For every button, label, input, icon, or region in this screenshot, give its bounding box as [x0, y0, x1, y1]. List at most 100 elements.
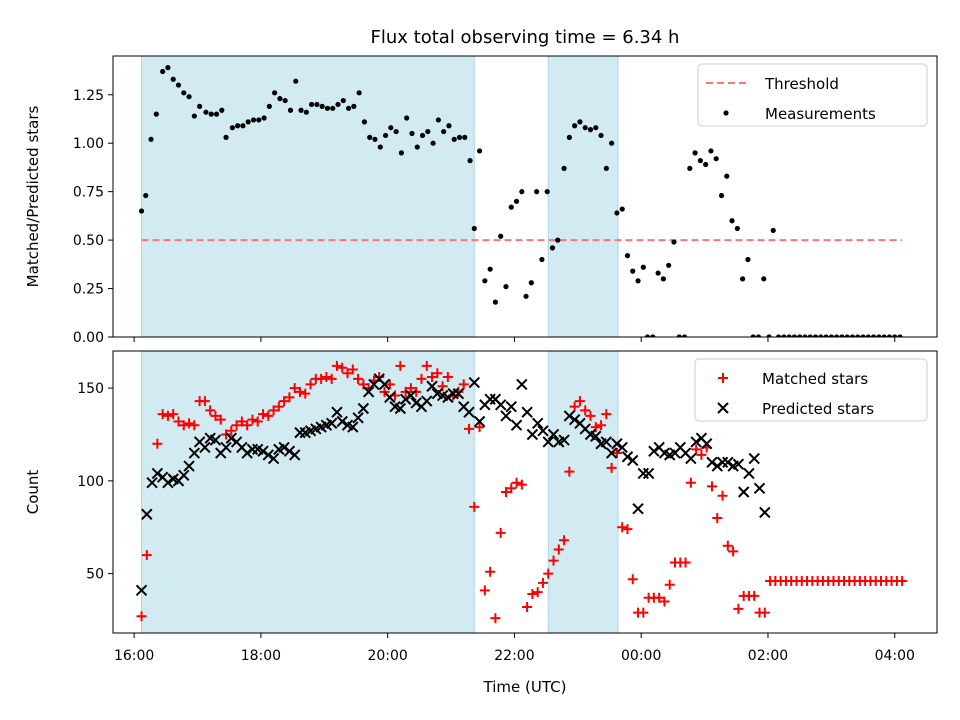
predicted-stars-point-27 — [278, 441, 290, 454]
matched-stars-point-99 — [664, 579, 675, 590]
measurements-point-1 — [143, 192, 149, 199]
measurements-point-136 — [855, 334, 861, 337]
predicted-stars-point-96 — [642, 467, 655, 480]
matched-stars-point-68 — [500, 487, 511, 497]
legend-measurements-symbol — [723, 110, 729, 116]
matched-stars-point-77 — [548, 555, 559, 566]
predicted-stars-point-5 — [162, 477, 174, 489]
matched-stars-point-26 — [279, 396, 290, 407]
matched-stars-point-45 — [379, 386, 390, 397]
bottom-ytick-label-1: 100 — [77, 474, 104, 490]
measurements-point-97 — [650, 334, 656, 337]
top-panel: 0.00 0.25 0.50 0.75 1.00 1.25 Matched/Predicte… — [24, 55, 938, 346]
measurements-point-92 — [624, 253, 631, 259]
legend-threshold-label: Threshold — [764, 75, 839, 93]
measurements-point-71 — [513, 198, 520, 204]
predicted-stars-point-75 — [531, 417, 544, 430]
measurements-point-36 — [330, 105, 336, 111]
measurements-point-66 — [487, 266, 493, 272]
predicted-stars-point-17 — [225, 432, 238, 444]
measurements-point-41 — [356, 90, 362, 96]
predicted-stars-point-55 — [426, 380, 438, 392]
matched-stars-point-82 — [574, 396, 585, 407]
matched-stars-point-27 — [284, 392, 295, 403]
predicted-stars-point-72 — [516, 378, 528, 391]
matched-stars-point-23 — [263, 410, 274, 421]
measurements-point-20 — [245, 119, 251, 125]
measurements-point-16 — [223, 134, 229, 140]
measurements-point-85 — [587, 127, 594, 133]
measurements-point-113 — [734, 225, 740, 232]
predicted-stars-point-114 — [737, 486, 750, 498]
measurements-point-77 — [544, 189, 550, 195]
predicted-stars-point-24 — [262, 449, 274, 461]
measurements-point-22 — [256, 117, 262, 123]
top-ytick-label-5: 1.25 — [73, 88, 104, 104]
measurements-point-7 — [175, 82, 182, 88]
measurements-point-48 — [393, 128, 399, 135]
measurements-point-115 — [745, 256, 751, 263]
predicted-stars-point-23 — [257, 445, 269, 457]
predicted-stars-point-8 — [178, 469, 190, 482]
matched-stars-point-81 — [569, 401, 580, 412]
measurements-point-2 — [148, 136, 154, 142]
predicted-stars-point-49 — [394, 402, 407, 415]
matched-stars-point-8 — [184, 418, 195, 429]
measurements-point-70 — [508, 204, 514, 210]
matched-stars-point-38 — [342, 368, 353, 379]
measurements-point-103 — [681, 334, 688, 337]
predicted-stars-point-36 — [325, 417, 338, 430]
measurements-point-9 — [186, 94, 192, 100]
matched-stars-point-29 — [294, 386, 305, 397]
bottom-panel: 50 100 150 16:00 18:00 20:00 22:00 00:00 02:00 04… — [24, 350, 938, 664]
matched-stars-point-104 — [691, 444, 702, 455]
matched-stars-point-103 — [685, 477, 696, 488]
measurements-point-91 — [619, 206, 625, 212]
matched-stars-point-48 — [395, 360, 406, 371]
measurements-point-51 — [409, 130, 415, 137]
measurements-point-124 — [791, 334, 797, 337]
measurements-point-100 — [666, 262, 672, 268]
measurements-point-76 — [539, 256, 545, 263]
measurements-point-141 — [881, 334, 887, 337]
measurements-point-93 — [630, 268, 636, 274]
top-ytick-label-1: 0.25 — [73, 282, 104, 298]
measurements-point-109 — [713, 156, 719, 162]
measurements-point-112 — [729, 218, 735, 224]
matched-stars-point-105 — [696, 449, 707, 460]
matched-stars-point-37 — [337, 362, 348, 373]
matched-stars-point-102 — [680, 557, 691, 568]
matched-stars-point-143 — [897, 576, 908, 587]
matched-stars-point-87 — [601, 409, 612, 420]
measurements-point-11 — [197, 103, 203, 109]
measurements-point-64 — [476, 148, 483, 154]
matched-stars-point-84 — [585, 410, 596, 421]
matched-stars-point-64 — [479, 585, 490, 596]
matched-stars-point-30 — [300, 388, 311, 399]
predicted-stars-point-54 — [421, 395, 433, 407]
predicted-stars-point-109 — [711, 460, 723, 472]
measurements-point-143 — [892, 334, 898, 337]
measurements-point-5 — [165, 65, 171, 71]
predicted-stars-point-37 — [331, 406, 343, 418]
matched-stars-point-115 — [749, 590, 760, 601]
matched-stars-point-63 — [474, 422, 485, 433]
measurements-point-39 — [345, 105, 352, 111]
matched-stars-point-92 — [627, 574, 638, 585]
matched-stars-point-15 — [221, 429, 232, 440]
predicted-stars-point-12 — [199, 441, 211, 454]
matched-stars-point-75 — [537, 577, 548, 588]
measurements-point-67 — [492, 299, 499, 305]
measurements-point-12 — [203, 109, 209, 115]
predicted-stars-point-74 — [526, 428, 539, 441]
matched-stars-point-3 — [157, 409, 168, 420]
matched-stars-point-88 — [606, 462, 617, 473]
measurements-point-131 — [828, 334, 834, 337]
matched-stars-point-31 — [305, 379, 316, 390]
measurements-point-68 — [498, 233, 504, 239]
bottom-legend-box — [694, 358, 928, 422]
measurements-point-14 — [213, 111, 220, 117]
measurements-point-142 — [886, 334, 893, 337]
matched-stars-point-61 — [464, 423, 475, 434]
